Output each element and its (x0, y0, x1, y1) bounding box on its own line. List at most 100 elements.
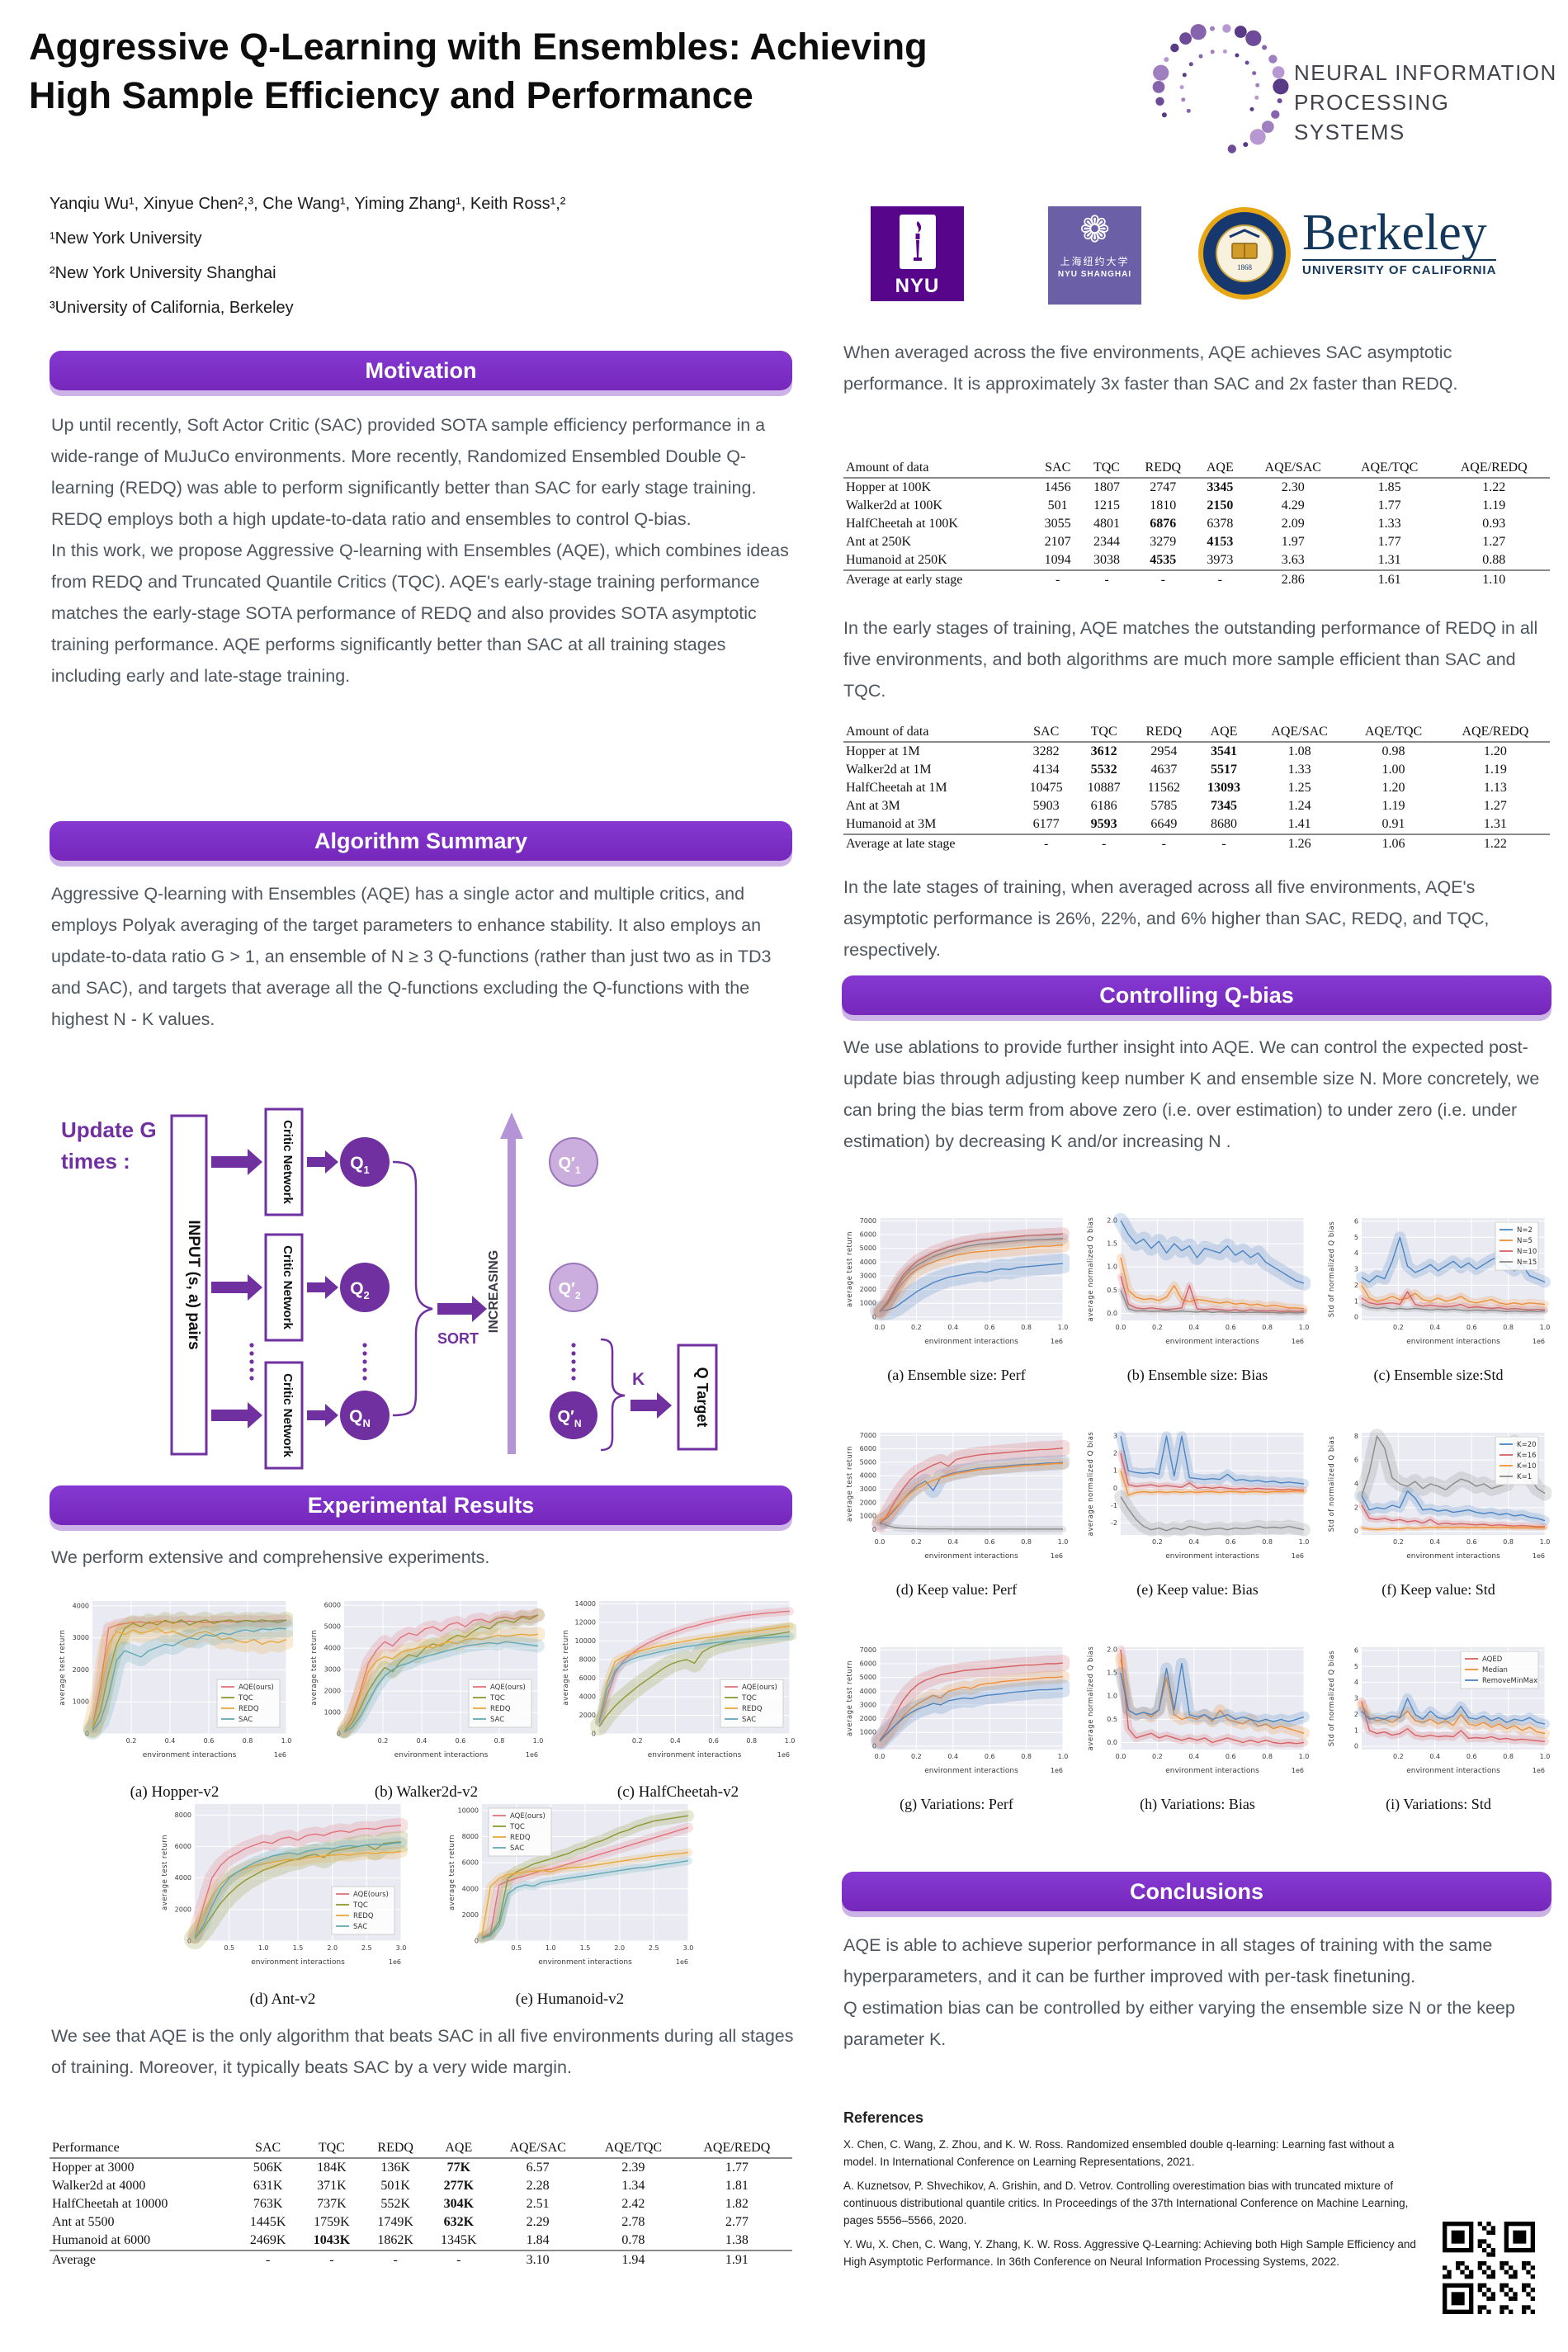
svg-text:environment interactions: environment interactions (648, 1751, 742, 1759)
poster-title-line1: Aggressive Q-Learning with Ensembles: Ac… (29, 26, 928, 68)
svg-text:1e6: 1e6 (274, 1751, 286, 1759)
svg-text:0.8: 0.8 (1262, 1538, 1273, 1546)
results-note: We see that AQE is the only algorithm th… (51, 2020, 794, 2083)
results-title: Experimental Results (307, 1493, 535, 1518)
svg-text:4: 4 (1354, 1249, 1358, 1257)
motivation-p2: In this work, we propose Aggressive Q-le… (51, 541, 789, 686)
plot-ant-caption: (d) Ant-v2 (249, 1991, 316, 2008)
svg-text:0: 0 (187, 1938, 191, 1945)
neurips-line1: NEURAL INFORMATION (1294, 60, 1557, 85)
plot-ensemble-bias-chart: 0.0 0.5 1.0 1.5 2.0 0.0 0.2 0.4 0.6 0.8 1.0 environ… (1084, 1210, 1311, 1350)
motivation-title: Motivation (365, 358, 477, 383)
svg-text:average normalized Q bias: average normalized Q bias (1087, 1646, 1095, 1751)
right-p2-text: In the early stages of training, AQE mat… (843, 618, 1538, 701)
references-heading: References (843, 2109, 924, 2126)
plot-ensemble-std: 0 1 2 3 4 5 6 0.2 0.4 0.6 0.8 1.0 environment intera… (1325, 1210, 1551, 1384)
svg-text:0.8: 0.8 (1021, 1753, 1032, 1760)
svg-text:1.0: 1.0 (533, 1737, 544, 1745)
svg-text:average test return: average test return (448, 1835, 456, 1910)
svg-text:1e6: 1e6 (1533, 1338, 1545, 1345)
svg-text:0.2: 0.2 (1152, 1753, 1163, 1760)
svg-text:5: 5 (1354, 1663, 1358, 1670)
svg-text:4000: 4000 (860, 1259, 876, 1266)
svg-text:0.2: 0.2 (1393, 1538, 1404, 1546)
svg-text:average test return: average test return (59, 1629, 67, 1705)
right-p3-text: In the late stages of training, when ave… (843, 877, 1490, 960)
berkeley-seal-year: 1868 (1237, 263, 1253, 272)
svg-text:1.0: 1.0 (1540, 1538, 1551, 1546)
svg-text:5000: 5000 (860, 1674, 876, 1681)
diagram-critic3-label: Critic Network (281, 1373, 295, 1457)
svg-text:3: 3 (1354, 1695, 1358, 1703)
svg-text:K=20: K=20 (1517, 1441, 1537, 1449)
diagram-q1-label: Q1 (350, 1154, 370, 1176)
svg-text:4000: 4000 (860, 1688, 876, 1695)
svg-text:1e6: 1e6 (1051, 1767, 1063, 1774)
plot-keep-perf-caption: (d) Keep value: Perf (895, 1581, 1018, 1598)
svg-text:0.8: 0.8 (1503, 1324, 1514, 1331)
svg-text:0.6: 0.6 (708, 1737, 719, 1745)
svg-text:0.4: 0.4 (1188, 1324, 1199, 1331)
section-header-conclusions: Conclusions (842, 1872, 1551, 1911)
svg-text:2: 2 (1354, 1282, 1358, 1289)
svg-text:Median: Median (1482, 1666, 1508, 1674)
svg-text:2.5: 2.5 (361, 1944, 371, 1952)
svg-text:10000: 10000 (457, 1807, 478, 1814)
plot-ensemble-perf-chart: 0 1000 2000 3000 4000 5000 6000 7000 0.0 0.2 0.4 0.… (843, 1210, 1073, 1350)
svg-text:0.8: 0.8 (1262, 1753, 1273, 1760)
algorithm-body: Aggressive Q-learning with Ensembles (AQ… (51, 878, 794, 1035)
svg-text:8: 8 (1354, 1433, 1358, 1440)
svg-text:K=16: K=16 (1517, 1452, 1537, 1460)
svg-text:REDQ: REDQ (742, 1705, 763, 1713)
plot-ensemble-std-chart: 0 1 2 3 4 5 6 0.2 0.4 0.6 0.8 1.0 environment intera… (1325, 1210, 1551, 1350)
plot-variations-bias-chart: 0.0 0.5 1.0 1.5 2.0 0.0 0.2 0.4 0.6 0.8 1.0 environ… (1084, 1639, 1311, 1779)
svg-text:3000: 3000 (324, 1666, 341, 1674)
svg-text:1000: 1000 (324, 1709, 341, 1717)
conclusions-p2: Q estimation bias can be controlled by e… (843, 1998, 1515, 2049)
svg-text:environment interactions: environment interactions (1165, 1767, 1259, 1775)
affiliation-2: ²New York University Shanghai (50, 264, 276, 282)
right-p2: In the early stages of training, AQE mat… (843, 612, 1553, 706)
svg-text:0.2: 0.2 (1393, 1324, 1404, 1331)
reference-1: X. Chen, C. Wang, Z. Zhou, and K. W. Ros… (843, 2138, 1395, 2168)
svg-text:0.4: 0.4 (1188, 1753, 1199, 1760)
plot-keep-bias-chart: -2 -1 0 1 2 3 0.2 0.4 0.6 0.8 1.0 environment inter… (1084, 1424, 1311, 1565)
diagram-q2-label: Q2 (350, 1279, 370, 1301)
conclusions-body: AQE is able to achieve superior performa… (843, 1929, 1553, 2055)
qbias-plot-row-3: 0 1000 2000 3000 4000 5000 6000 7000 0.0 0.2 0.4 0.… (843, 1639, 1551, 1813)
svg-text:8000: 8000 (174, 1811, 191, 1819)
svg-text:average test return: average test return (846, 1231, 854, 1307)
svg-text:0.2: 0.2 (1152, 1538, 1163, 1546)
svg-text:average test return: average test return (310, 1629, 319, 1705)
svg-text:4000: 4000 (461, 1885, 478, 1892)
svg-text:0: 0 (1354, 1743, 1358, 1750)
svg-text:6000: 6000 (860, 1230, 876, 1238)
plot-variations-bias-caption: (h) Variations: Bias (1140, 1796, 1255, 1812)
svg-text:1e6: 1e6 (1533, 1767, 1545, 1774)
svg-text:1.5: 1.5 (292, 1944, 303, 1952)
plot-keep-perf-chart: 0 1000 2000 3000 4000 5000 6000 7000 0.0 0.2 0.4 0.… (843, 1424, 1071, 1565)
svg-text:2.0: 2.0 (1107, 1646, 1117, 1653)
svg-text:1.0: 1.0 (1299, 1324, 1310, 1331)
section-header-algorithm: Algorithm Summary (50, 821, 792, 861)
neurips-swirl-icon (1152, 24, 1289, 153)
svg-text:3.0: 3.0 (395, 1944, 406, 1952)
berkeley-wordmark-sub: UNIVERSITY OF CALIFORNIA (1302, 259, 1497, 277)
svg-text:1.0: 1.0 (1107, 1263, 1117, 1271)
right-p3: In the late stages of training, when ave… (843, 871, 1553, 966)
svg-text:1.0: 1.0 (1058, 1753, 1069, 1760)
algorithm-diagram: Update G times : INPUT (s, a) pairs Crit… (50, 1098, 776, 1476)
svg-text:7000: 7000 (860, 1217, 876, 1225)
svg-text:0.6: 0.6 (985, 1538, 995, 1546)
nyu-logo: NYU (871, 206, 964, 301)
svg-text:1e6: 1e6 (526, 1751, 538, 1759)
svg-text:6000: 6000 (860, 1445, 876, 1452)
svg-text:1e6: 1e6 (1292, 1767, 1304, 1774)
svg-text:1.5: 1.5 (1107, 1670, 1117, 1677)
svg-text:0.4: 0.4 (947, 1538, 958, 1546)
svg-text:TQC: TQC (741, 1694, 757, 1703)
svg-text:0.4: 0.4 (1429, 1538, 1440, 1546)
results-plot-row-1: 0 1000 2000 3000 4000 0.2 0.4 0.6 0.8 1.0 environm… (56, 1593, 799, 1802)
svg-text:REDQ: REDQ (490, 1705, 511, 1713)
svg-text:environment interactions: environment interactions (394, 1751, 489, 1759)
